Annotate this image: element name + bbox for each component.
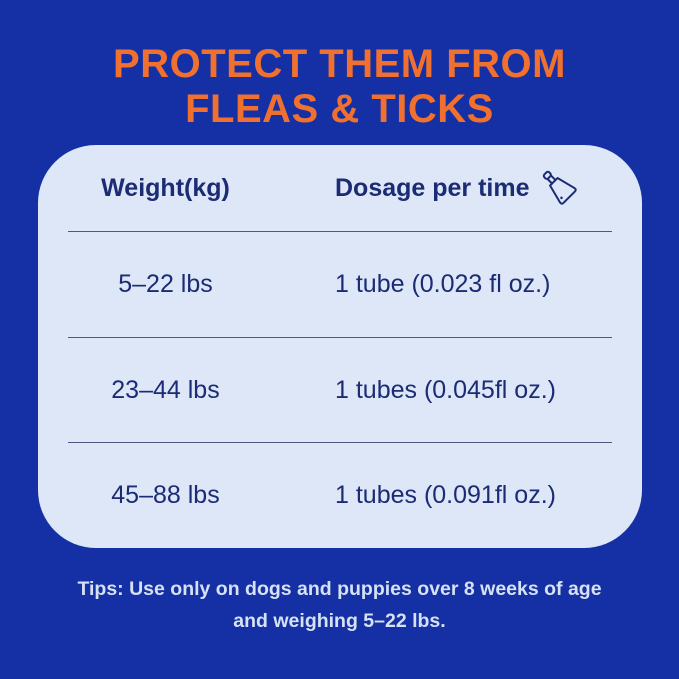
- weight-cell: 5–22 lbs: [118, 269, 213, 298]
- dosage-table-card: Weight(kg) Dosage per time 5–22 lbs 1 tu…: [38, 145, 642, 548]
- table-row: 5–22 lbs 1 tube (0.023 fl oz.): [68, 231, 612, 337]
- dosage-cell: 1 tube (0.023 fl oz.): [335, 269, 551, 298]
- dosage-cell: 1 tubes (0.045fl oz.): [335, 375, 556, 404]
- weight-cell: 45–88 lbs: [111, 481, 220, 510]
- column-header-dosage: Dosage per time: [335, 168, 580, 208]
- table-row: 45–88 lbs 1 tubes (0.091fl oz.): [68, 442, 612, 548]
- page-title-line2: FLEAS & TICKS: [185, 86, 494, 131]
- dosage-cell: 1 tubes (0.091fl oz.): [335, 481, 556, 510]
- column-header-weight: Weight(kg): [101, 173, 230, 202]
- table-header-row: Weight(kg) Dosage per time: [68, 145, 612, 231]
- page-title: PROTECT THEM FROM FLEAS & TICKS: [0, 42, 679, 132]
- column-header-dosage-label: Dosage per time: [335, 173, 530, 202]
- tips-line2: and weighing 5–22 lbs.: [233, 609, 446, 632]
- table-row: 23–44 lbs 1 tubes (0.045fl oz.): [68, 336, 612, 443]
- weight-cell: 23–44 lbs: [111, 375, 220, 404]
- page-title-line1: PROTECT THEM FROM: [113, 42, 566, 86]
- applicator-tube-icon: [530, 158, 587, 215]
- tips-line1: Tips: Use only on dogs and puppies over …: [77, 578, 602, 600]
- tips-note: Tips: Use only on dogs and puppies over …: [0, 574, 679, 637]
